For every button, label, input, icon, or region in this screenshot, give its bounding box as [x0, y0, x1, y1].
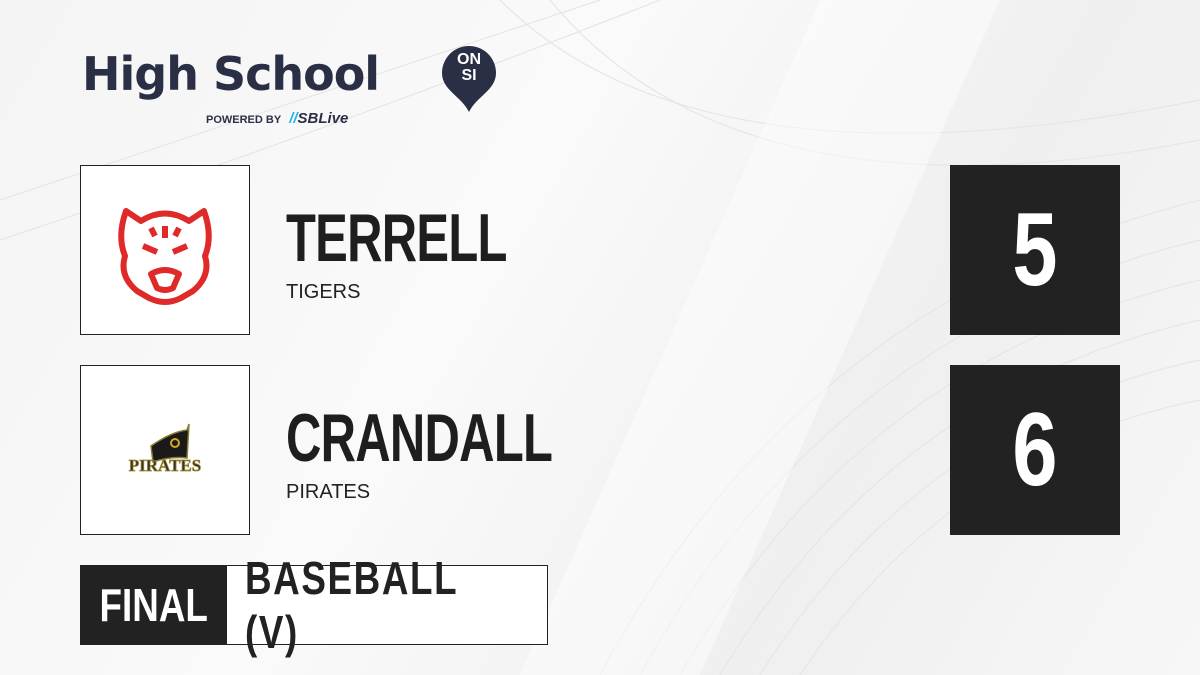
team-logo-crandall: PIRATES: [80, 365, 250, 535]
score-value: 6: [1012, 391, 1058, 508]
location-pin-icon: [442, 46, 496, 112]
team-name: CRANDALL: [286, 400, 553, 476]
status-label: FINAL: [99, 579, 209, 631]
final-badge: FINAL: [81, 566, 227, 644]
badge-bottom: SI: [461, 67, 477, 84]
badge-top: ON: [457, 51, 481, 68]
tiger-head-icon: [118, 208, 212, 305]
sblive-s-icon: //: [289, 110, 298, 127]
team-score: 5: [950, 165, 1120, 335]
pirates-flag-icon: PIRATES: [128, 423, 202, 475]
powered-by: POWERED BY: [206, 114, 282, 126]
team-logo-terrell: [80, 165, 250, 335]
brand-logo[interactable]: High School ON SI POWERED BY //SBLive: [82, 46, 496, 127]
team-mascot: PIRATES: [286, 481, 371, 503]
game-status-bar: FINAL BASEBALL (V): [80, 552, 548, 658]
brand-title: High School: [82, 47, 380, 101]
partner-name: SBLive: [297, 110, 349, 127]
team-score: 6: [950, 365, 1120, 535]
sport-text: BASEBALL (V): [245, 552, 458, 658]
sport-label: BASEBALL (V): [227, 552, 547, 658]
pirates-logo-text: PIRATES: [129, 456, 201, 475]
team-name: TERRELL: [286, 200, 507, 276]
team-mascot: TIGERS: [286, 281, 361, 303]
score-value: 5: [1012, 191, 1058, 308]
